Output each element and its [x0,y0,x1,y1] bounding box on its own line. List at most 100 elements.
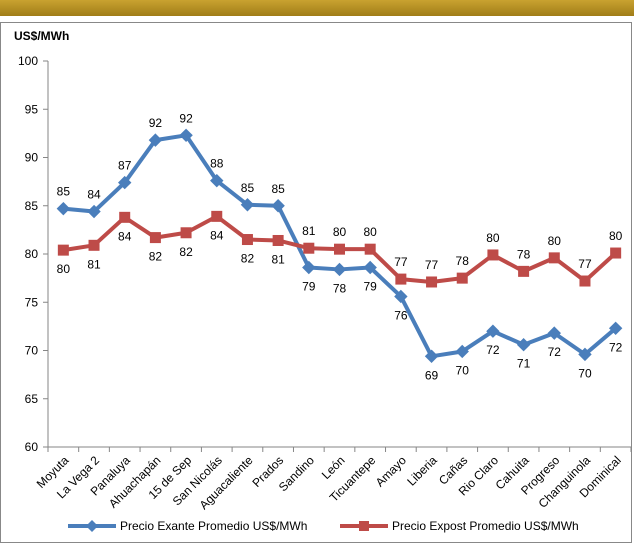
data-label: 77 [425,258,439,272]
data-point [426,276,438,288]
data-point [210,173,224,188]
data-label: 92 [179,111,193,125]
data-point [455,344,469,359]
data-label: 85 [271,182,285,196]
data-point [578,347,592,362]
data-point [271,199,285,213]
legend-label: Precio Expost Promedio US$/MWh [392,519,579,533]
data-label: 80 [486,231,500,245]
data-label: 72 [486,343,500,357]
y-axis: 60 65 70 75 80 85 90 95 100 [18,54,49,454]
data-label: 80 [333,225,347,239]
y-tick-label: 65 [25,392,39,406]
legend-item-1: Precio Exante Promedio US$/MWh [68,519,307,533]
data-point [516,338,531,352]
data-point [518,265,530,277]
data-label: 69 [425,368,439,382]
chart-frame [0,22,632,543]
x-tick-label: Amayo [373,453,410,490]
data-point [148,133,163,147]
data-point [149,232,161,244]
data-label: 80 [609,229,623,243]
data-label: 82 [241,252,255,266]
top-banner [0,0,634,16]
data-point [610,247,622,259]
data-point [303,242,315,254]
data-point [394,289,408,304]
data-point [179,128,193,143]
y-tick-label: 70 [25,344,39,358]
data-point [608,321,623,336]
data-label: 87 [118,159,132,173]
data-label: 84 [118,229,132,243]
data-label: 92 [149,116,163,130]
data-point [456,272,468,284]
data-label: 71 [517,357,531,371]
data-point [56,201,71,216]
y-tick-label: 90 [25,151,39,165]
y-tick-label: 95 [25,102,39,116]
data-label: 78 [517,247,531,261]
data-label: 81 [87,257,101,271]
data-label: 85 [57,185,71,199]
y-tick-label: 60 [25,440,39,454]
data-label: 76 [394,308,408,322]
legend-marker [359,521,369,531]
data-point [57,244,69,256]
data-point [334,243,345,255]
data-point [211,210,223,222]
data-point [364,243,376,255]
data-point [547,326,561,340]
data-point [486,324,500,338]
y-axis-label: US$/MWh [14,29,69,43]
y-tick-label: 80 [25,247,39,261]
y-tick-label: 100 [18,54,38,68]
data-label: 82 [179,245,193,259]
data-label: 80 [548,234,562,248]
data-label: 81 [302,224,316,238]
data-label: 80 [364,225,378,239]
data-point [548,252,560,264]
data-label: 77 [578,257,592,271]
data-point [363,260,377,275]
data-point [395,273,407,285]
data-point [88,239,100,251]
data-point [579,275,591,287]
series-1 [56,128,623,363]
data-label: 84 [87,188,101,202]
data-point [180,227,192,239]
data-label: 70 [578,366,592,380]
series-2 [57,210,622,288]
legend-label: Precio Exante Promedio US$/MWh [120,519,307,533]
data-point [424,349,439,363]
data-label: 79 [364,280,378,294]
data-point [487,249,499,261]
data-point [302,260,316,275]
data-label: 85 [241,181,255,195]
data-point [241,234,253,246]
data-label: 88 [210,157,224,171]
data-label: 82 [149,250,163,264]
data-point [272,234,284,246]
data-label: 80 [57,262,71,276]
data-point [119,211,131,223]
data-label: 78 [456,254,470,268]
y-tick-label: 85 [25,199,39,213]
legend-marker [86,520,98,532]
data-label: 70 [456,363,470,377]
data-label: 77 [394,255,408,269]
data-point [240,198,255,212]
data-point [87,204,101,219]
x-tick-label: Liberia [404,453,440,489]
data-label: 72 [548,345,562,359]
series-lines [56,128,623,363]
data-label: 79 [302,280,316,294]
legend-item-2: Precio Expost Promedio US$/MWh [340,519,579,533]
legend: Precio Exante Promedio US$/MWh Precio Exp… [68,519,579,533]
data-labels: 85 80 84 81 87 84 92 82 92 82 88 84 85 82 85 81 79 81 78 80… [57,111,623,382]
data-label: 72 [609,340,623,354]
data-label: 81 [271,252,285,266]
data-label: 84 [210,228,224,242]
